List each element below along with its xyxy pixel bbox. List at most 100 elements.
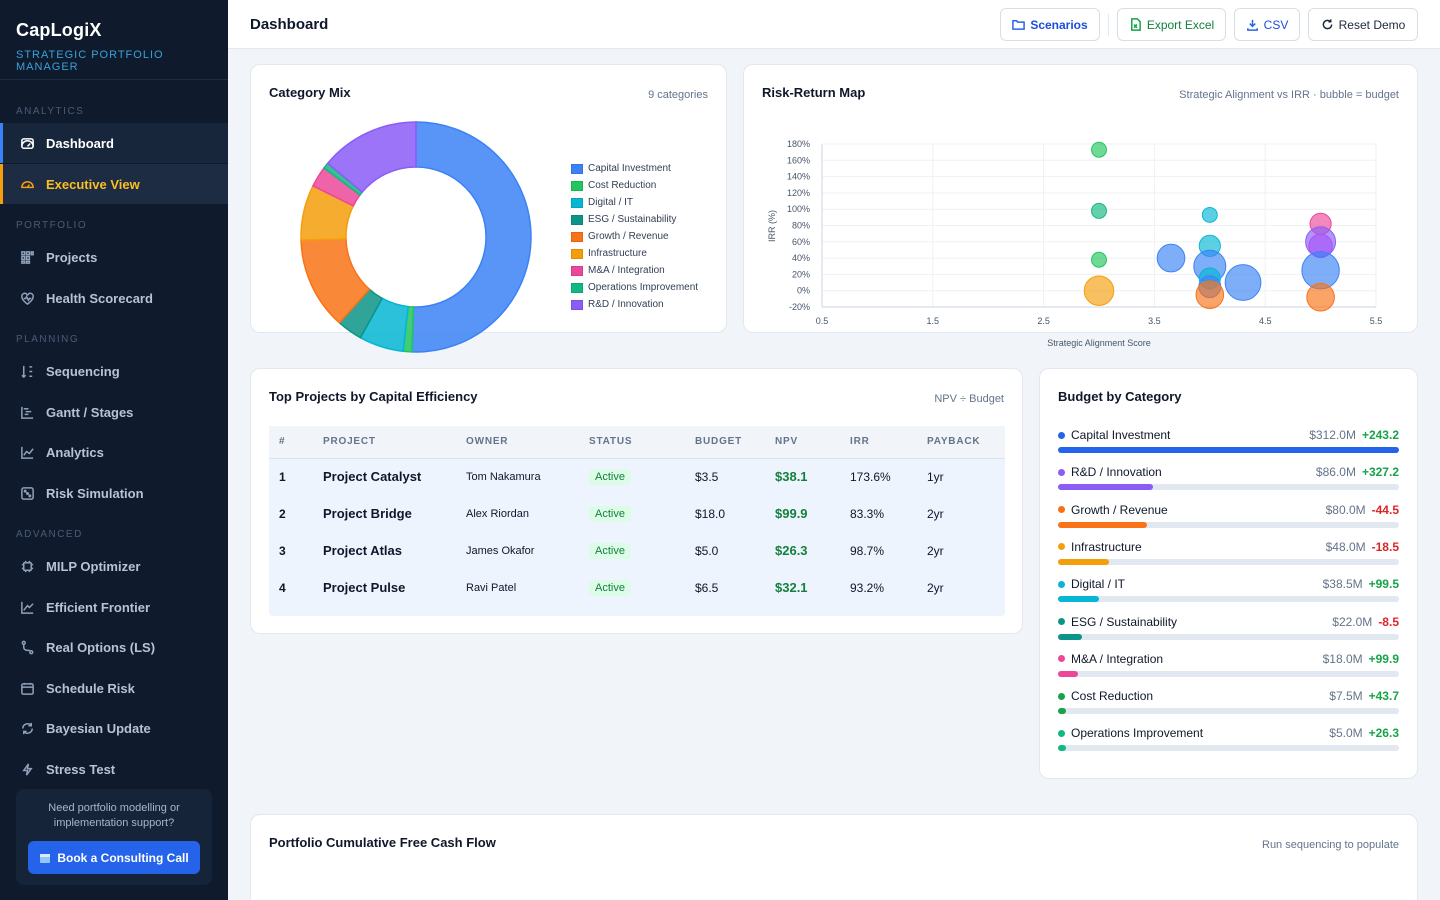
legend-item[interactable]: Cost Reduction <box>571 177 698 194</box>
cell-project: Project Pulse <box>323 580 406 595</box>
sidebar: CapLogiX STRATEGIC PORTFOLIO MANAGER ANA… <box>0 0 228 900</box>
card-meta: Run sequencing to populate <box>1262 839 1399 851</box>
cell-npv: $99.9 <box>775 506 808 521</box>
scatter-point[interactable] <box>1195 280 1225 310</box>
cell-project: Project Atlas <box>323 543 402 558</box>
sidebar-item-gantt-stages[interactable]: Gantt / Stages <box>0 392 228 432</box>
speedometer-icon <box>18 175 36 193</box>
sidebar-item-executive-view[interactable]: Executive View <box>0 164 228 204</box>
donut-slice-r-d-innovation[interactable] <box>326 121 417 194</box>
sidebar-item-real-options[interactable]: Real Options (LS) <box>0 627 228 667</box>
table-header-row: # PROJECT OWNER STATUS BUDGET NPV IRR PA… <box>269 426 1005 458</box>
scatter-point[interactable] <box>1156 243 1186 273</box>
scatter-point[interactable] <box>1083 275 1115 306</box>
donut-legend: Capital Investment Cost Reduction Digital … <box>571 160 698 313</box>
category-mix-card: Category Mix 9 categories Capital Invest… <box>250 64 727 353</box>
budget-amount: $38.5M <box>1322 577 1363 592</box>
sidebar-item-health-scorecard[interactable]: Health Scorecard <box>0 278 228 318</box>
category-dot <box>1058 468 1065 476</box>
sidebar-item-analytics[interactable]: Analytics <box>0 432 228 472</box>
category-donut-chart <box>300 121 532 353</box>
budget-category-name: Growth / Revenue <box>1058 503 1168 517</box>
category-label: Growth / Revenue <box>1071 502 1168 517</box>
category-dot <box>1058 543 1065 551</box>
projects-table-wrap: # PROJECT OWNER STATUS BUDGET NPV IRR PA… <box>269 426 1005 616</box>
y-tick-label: 120% <box>787 188 810 198</box>
legend-item[interactable]: M&A / Integration <box>571 262 698 279</box>
cash-flow-card: Portfolio Cumulative Free Cash Flow Run … <box>250 814 1418 900</box>
scatter-point[interactable] <box>1091 141 1107 158</box>
budget-amount: $48.0M <box>1325 539 1366 554</box>
book-consulting-button[interactable]: Book a Consulting Call <box>28 841 200 874</box>
budget-bar-track <box>1058 633 1399 640</box>
budget-category-name: Digital / IT <box>1058 577 1125 591</box>
legend-swatch <box>571 248 583 259</box>
scatter-point[interactable] <box>1224 264 1262 301</box>
legend-swatch <box>571 231 583 242</box>
x-axis-label: Strategic Alignment Score <box>1047 338 1151 348</box>
scatter-point[interactable] <box>1091 251 1107 268</box>
sidebar-item-schedule-risk[interactable]: Schedule Risk <box>0 668 228 708</box>
cell-status: Active <box>589 569 695 606</box>
cell-budget: $5.0 <box>695 543 719 558</box>
budget-bar-fill <box>1058 745 1066 752</box>
table-row[interactable]: 1 Project Catalyst Tom Nakamura Active $3.5 $… <box>269 458 1005 495</box>
sidebar-item-risk-simulation[interactable]: Risk Simulation <box>0 473 228 513</box>
table-row[interactable]: 3 Project Atlas James Okafor Active $5.0 $26.… <box>269 532 1005 569</box>
legend-item[interactable]: Infrastructure <box>571 245 698 262</box>
top-projects-card: Top Projects by Capital Efficiency NPV ÷… <box>250 368 1023 634</box>
legend-label: Capital Investment <box>588 163 671 174</box>
legend-item[interactable]: Capital Investment <box>571 160 698 177</box>
budget-category-name: Infrastructure <box>1058 540 1142 554</box>
legend-item[interactable]: Operations Improvement <box>571 279 698 296</box>
sidebar-item-dashboard[interactable]: Dashboard <box>0 123 228 163</box>
sidebar-item-sequencing[interactable]: Sequencing <box>0 351 228 391</box>
status-badge: Active <box>589 542 631 559</box>
y-tick-label: 140% <box>787 172 810 182</box>
legend-item[interactable]: Digital / IT <box>571 194 698 211</box>
sidebar-item-projects[interactable]: Projects <box>0 237 228 277</box>
x-tick-label: 3.5 <box>1148 316 1161 326</box>
budget-bar-track <box>1058 596 1399 603</box>
budget-row: M&A / Integration $18.0M +99.9 <box>1058 652 1399 684</box>
legend-swatch <box>571 180 583 191</box>
cpu-icon <box>18 557 36 575</box>
branch-icon <box>18 638 36 656</box>
budget-row: Infrastructure $48.0M -18.5 <box>1058 540 1399 572</box>
category-label: Operations Improvement <box>1071 726 1204 741</box>
scatter-point[interactable] <box>1091 202 1107 219</box>
budget-bar-track <box>1058 558 1399 565</box>
reset-demo-button[interactable]: Reset Demo <box>1308 8 1418 41</box>
card-meta: Strategic Alignment vs IRR · bubble = bu… <box>1179 89 1399 101</box>
legend-item[interactable]: R&D / Innovation <box>571 296 698 313</box>
donut-slice-capital-investment[interactable] <box>411 121 532 353</box>
legend-item[interactable]: ESG / Sustainability <box>571 211 698 228</box>
table-row[interactable]: 2 Project Bridge Alex Riordan Active $18.0 $9… <box>269 495 1005 532</box>
budget-values: $5.0M +26.3 <box>1329 726 1399 740</box>
budget-row: Growth / Revenue $80.0M -44.5 <box>1058 503 1399 535</box>
table-row[interactable]: 4 Project Pulse Ravi Patel Active $6.5 $32.1 9… <box>269 569 1005 606</box>
cell-rank: 4 <box>279 580 286 595</box>
sidebar-item-stress-test[interactable]: Stress Test <box>0 749 228 789</box>
sidebar-item-bayesian-update[interactable]: Bayesian Update <box>0 708 228 748</box>
budget-delta: -18.5 <box>1371 539 1399 554</box>
status-badge: Active <box>589 505 631 522</box>
legend-label: ESG / Sustainability <box>588 214 677 225</box>
scenarios-button[interactable]: Scenarios <box>1000 8 1100 41</box>
scatter-point[interactable] <box>1306 282 1335 312</box>
sidebar-item-milp-optimizer[interactable]: MILP Optimizer <box>0 546 228 586</box>
category-dot <box>1058 431 1065 439</box>
budget-delta: +327.2 <box>1361 465 1399 480</box>
export-excel-button[interactable]: Export Excel <box>1117 8 1226 41</box>
y-tick-label: 80% <box>792 221 810 231</box>
budget-amount: $7.5M <box>1329 689 1363 704</box>
cell-payback: 1yr <box>927 469 944 484</box>
scatter-point[interactable] <box>1201 206 1218 223</box>
sidebar-item-efficient-frontier[interactable]: Efficient Frontier <box>0 587 228 627</box>
legend-item[interactable]: Growth / Revenue <box>571 228 698 245</box>
x-tick-label: 5.5 <box>1370 316 1383 326</box>
cell-owner: James Okafor <box>466 544 535 557</box>
csv-button[interactable]: CSV <box>1234 8 1300 41</box>
legend-swatch <box>571 282 583 293</box>
budget-amount: $22.0M <box>1332 614 1373 629</box>
